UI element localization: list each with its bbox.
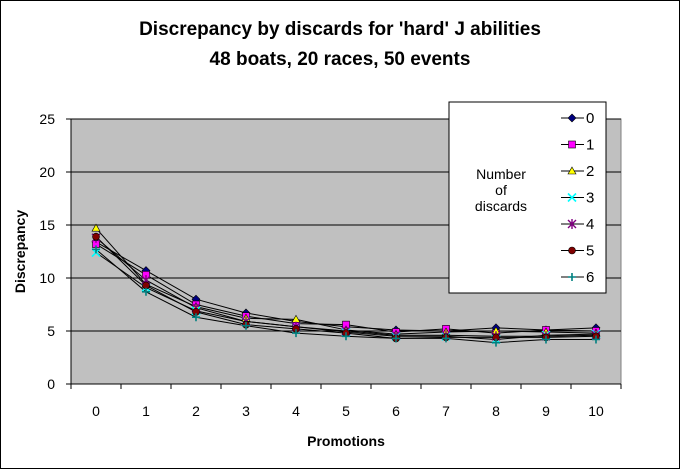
y-axis-ticks: 0 5 10 15 20 25	[39, 111, 71, 392]
legend-marker-6	[568, 273, 576, 281]
legend-label: 1	[586, 137, 594, 154]
data-point-6	[492, 338, 500, 347]
data-point-6	[392, 334, 400, 343]
legend-label: 3	[586, 190, 594, 207]
x-tick-label: 8	[492, 403, 500, 419]
legend-label: 2	[586, 163, 594, 180]
y-tick-label: 15	[39, 217, 55, 233]
x-tick-label: 5	[342, 403, 350, 419]
legend-title: of	[495, 182, 507, 198]
x-tick-label: 7	[442, 403, 450, 419]
x-tick-label: 6	[392, 403, 400, 419]
chart-subtitle: 48 boats, 20 races, 50 events	[209, 49, 471, 70]
data-point-6	[192, 313, 200, 322]
legend-marker-2	[567, 166, 577, 175]
data-point-5	[92, 232, 100, 241]
legend-marker-1	[568, 140, 576, 149]
x-tick-label: 9	[542, 403, 550, 419]
x-tick-label: 3	[242, 403, 250, 419]
legend-marker-3	[567, 192, 577, 203]
legend-label: 4	[586, 216, 594, 233]
legend-label: 5	[586, 243, 594, 260]
data-point-6	[592, 335, 600, 344]
legend-label: 6	[586, 269, 594, 286]
y-tick-label: 10	[39, 270, 55, 286]
data-point-6	[542, 335, 550, 344]
y-tick-label: 5	[47, 323, 55, 339]
legend-marker-5	[568, 246, 576, 255]
data-point-6	[92, 245, 100, 254]
legend-title: discards	[475, 198, 527, 214]
data-point-6	[142, 287, 150, 296]
x-tick-label: 0	[92, 403, 100, 419]
x-axis-ticks: 0 1 2 3 4 5 6 7 8 9 10	[70, 384, 622, 419]
legend-marker-4	[567, 219, 577, 229]
axes	[70, 119, 621, 385]
data-point-6	[242, 321, 250, 330]
y-axis-label: Discrepancy	[12, 210, 28, 293]
legend-marker-0	[567, 113, 577, 123]
y-tick-label: 20	[39, 164, 55, 180]
data-point-6	[342, 332, 350, 341]
legend-title: Number	[476, 166, 526, 182]
data-point-6	[292, 329, 300, 338]
x-tick-label: 4	[292, 403, 300, 419]
data-point-6	[442, 334, 450, 343]
series-markers	[91, 223, 601, 347]
x-tick-label: 1	[142, 403, 150, 419]
x-axis-label: Promotions	[307, 433, 385, 449]
legend-label: 0	[586, 110, 594, 127]
y-tick-label: 25	[39, 111, 55, 127]
x-tick-label: 10	[588, 403, 604, 419]
chart-title: Discrepancy by discards for 'hard' J abi…	[139, 19, 541, 40]
y-tick-label: 0	[47, 376, 55, 392]
data-point-2	[91, 223, 101, 232]
x-tick-label: 2	[192, 403, 200, 419]
